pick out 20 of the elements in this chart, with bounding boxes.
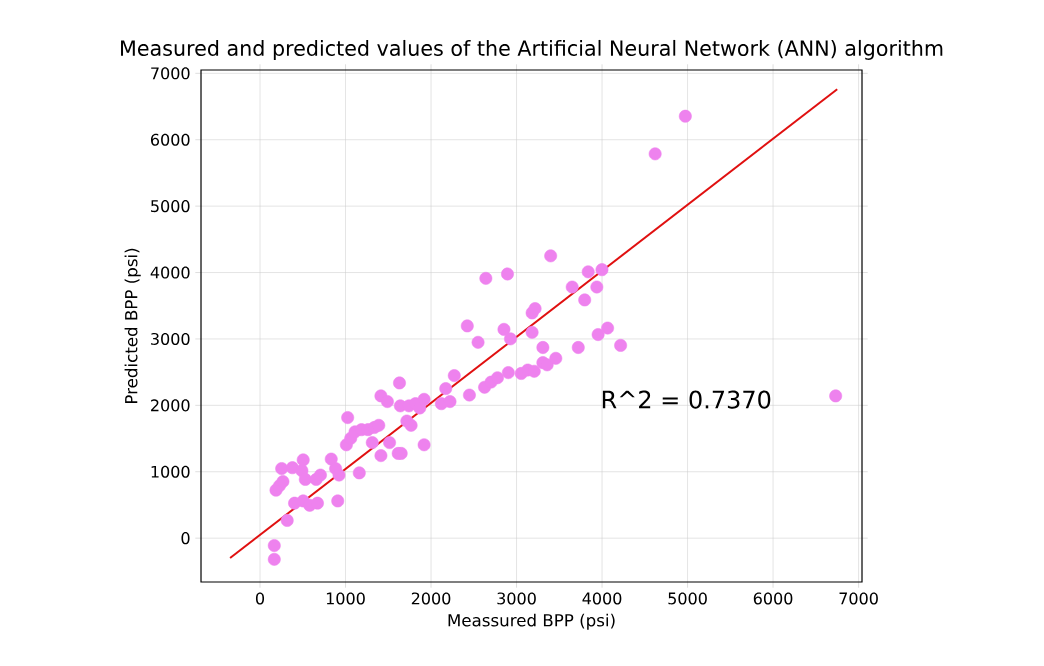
x-tick-label: 3000 (497, 592, 536, 605)
x-axis-title: Meassured BPP (psi) (448, 613, 615, 630)
y-tick-label: 2000 (151, 399, 190, 412)
x-tick-label: 4000 (582, 592, 622, 605)
y-tick-label: 7000 (151, 67, 190, 80)
y-tick-label: 3000 (151, 332, 190, 345)
x-tick-label: 5000 (668, 592, 707, 605)
y-tick-label: 4000 (150, 266, 190, 279)
y-tick-label: 6000 (151, 133, 190, 146)
x-tick-label: 6000 (753, 592, 793, 605)
x-tick-label: 1000 (326, 592, 365, 605)
chart-title: Measured and predicted values of the Artificial Neural Network (ANN) algorithm (121, 39, 943, 60)
y-tick-label: 1000 (151, 465, 190, 478)
x-tick-label: 2000 (411, 592, 451, 605)
y-tick-label: 5000 (151, 200, 190, 213)
annotation: R^2 = 0.7370 (602, 390, 771, 409)
x-tick-label: 7000 (839, 592, 878, 605)
y-axis-title: Predicted BPP (psi) (124, 248, 141, 403)
x-tick-label: 0 (255, 592, 265, 605)
y-tick-label: 0 (181, 532, 190, 545)
